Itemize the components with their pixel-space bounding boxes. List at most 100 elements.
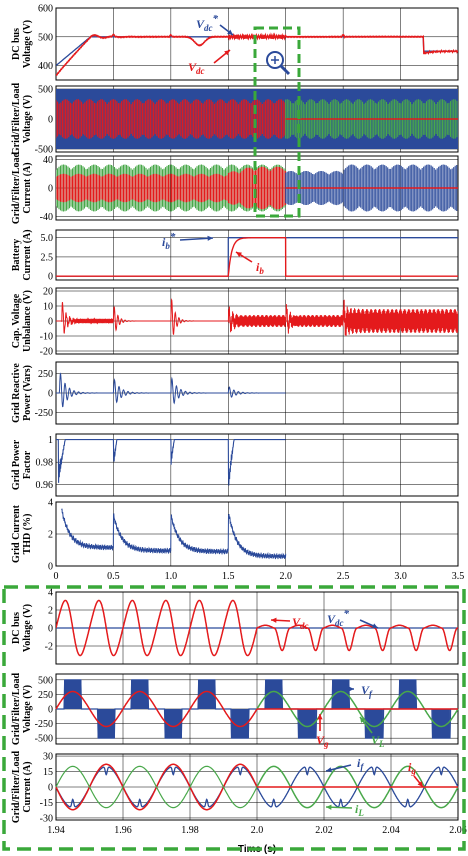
series-vf-pos-block: [332, 679, 350, 709]
cap-unbalance-ytick-label: -20: [40, 347, 53, 358]
reactive-power-ylabel: Grid ReactivePower (Vars): [11, 363, 33, 423]
series-vf-pos-block: [198, 679, 216, 709]
zoom-voltage-ytick-label: 500: [38, 675, 53, 686]
arrow-ib-ref-head: [207, 235, 213, 241]
zoom-dc-bus-ytick-label: 2: [48, 606, 53, 617]
series-vf-neg-block: [164, 709, 182, 739]
arrow-zoom-vl-head: [360, 717, 366, 723]
series-q: [56, 372, 286, 408]
series-ig: [56, 166, 287, 210]
arrow-vdc-head: [224, 50, 230, 56]
zoom-current-ytick-label: -30: [40, 813, 53, 824]
grid-current-ytick-label: -40: [40, 212, 53, 223]
reactive-power-ytick-label: 0: [48, 389, 53, 400]
label-zoom-ig: ig: [408, 760, 416, 776]
zoom-section-border: [2, 585, 466, 851]
series-zoom-il-before: [55, 765, 258, 809]
power-factor-ytick-label: 0.98: [36, 458, 54, 469]
battery-current-ylabel: BatteryCurrent (A): [11, 229, 33, 280]
magnifier-handle-icon: [279, 64, 291, 76]
zoom-dc-bus-ylabel: DC busVoltage (V): [11, 604, 33, 652]
grid-current-ytick-label: 40: [43, 155, 53, 166]
series-ib: [56, 237, 458, 277]
cap-unbalance-ylabel: Cap. VoltageUnbalance (V): [11, 290, 33, 352]
series-vf-neg-block: [231, 709, 249, 739]
power-factor-ytick-label: 1: [48, 435, 53, 446]
current-thd-ytick-label: 4: [48, 498, 53, 509]
grid-voltage-ylabel: Grid/Filter/LoadVoltage (V): [11, 82, 33, 155]
label-zoom-vdc: Vdc: [292, 615, 309, 631]
cap-unbalance-ytick-label: 10: [43, 302, 53, 313]
arrow-vdc-ref-head: [227, 29, 233, 35]
zoom-x-tick-label: 1.94: [47, 825, 65, 836]
series-unbalance: [56, 297, 458, 337]
zoom-current-ytick-label: 30: [43, 752, 53, 763]
zoom-current-ytick-label: 0: [48, 783, 53, 794]
zoom-current-ylabel: Grid/Filter/LoadCurrent (A): [11, 750, 33, 823]
label-vdc-ref: Vdc*: [196, 13, 219, 33]
series-vf-neg-block: [298, 709, 316, 739]
zoom-dc-bus-ytick-label: -2: [45, 642, 53, 653]
zoom-voltage-ylabel: Grid/Filter/LoadVoltage (V): [11, 672, 33, 745]
arrow-zoom-vg-head: [317, 714, 323, 720]
series-vf-pos-block: [265, 679, 283, 709]
zoom-voltage-ytick-label: -500: [35, 734, 53, 745]
battery-current-ytick-label: 2.5: [41, 252, 54, 263]
arrow-ib-head: [236, 252, 242, 258]
battery-current-ytick-label: 0: [48, 272, 53, 283]
zoom-dc-bus-ytick-label: 4: [48, 588, 53, 599]
x-tick-label: 2.0: [279, 571, 292, 582]
arrow-zoom-vdc-ref-head: [372, 623, 378, 629]
label-zoom-vg: Vg: [316, 733, 329, 749]
series-vdc: [56, 32, 458, 77]
x-tick-label: 0.5: [107, 571, 120, 582]
power-factor-ytick-label: 0.96: [36, 480, 54, 491]
cap-unbalance-ytick-label: 0: [48, 317, 53, 328]
x-tick-label: 1.5: [222, 571, 235, 582]
x-tick-label: 3.0: [394, 571, 407, 582]
zoom-voltage-ytick-label: 250: [38, 690, 53, 701]
dc-bus-ytick-label: 400: [38, 61, 53, 72]
current-thd-ytick-label: 0: [48, 562, 53, 573]
reactive-power-ytick-label: 250: [38, 369, 53, 380]
label-zoom-il: iL: [355, 802, 364, 818]
series-vf-pos-block: [399, 679, 417, 709]
label-zoom-vf: Vf: [361, 683, 373, 699]
battery-current-ytick-label: 5.0: [41, 233, 54, 244]
label-zoom-vdc-ref: Vdc*: [327, 608, 350, 628]
arrow-zoom-vdc-head: [271, 617, 277, 623]
series-vf-pos-block: [131, 679, 149, 709]
zoom-x-tick-label: 1.98: [181, 825, 199, 836]
grid-current-ytick-label: 0: [48, 184, 53, 195]
current-thd-ytick-label: 2: [48, 530, 53, 541]
cap-unbalance-ytick-label: -10: [40, 332, 53, 343]
arrow-zoom-if-head: [326, 767, 332, 773]
x-tick-label: 2.5: [337, 571, 350, 582]
zoom-current-ytick-label: 15: [43, 767, 53, 778]
dc-bus-ytick-label: 600: [38, 4, 53, 15]
cap-unbalance-ytick-label: 20: [43, 287, 53, 298]
zoom-current-ytick-label: -15: [40, 798, 53, 809]
grid-voltage-ytick-label: 500: [38, 85, 53, 96]
reactive-power-ytick-label: -250: [35, 408, 53, 419]
grid-current-ylabel: Grid/Filter/LoadCurrent (A): [11, 151, 33, 224]
grid-voltage-ytick-label: 0: [48, 115, 53, 126]
x-tick-label: 1.0: [165, 571, 178, 582]
series-vf-pos-block: [64, 679, 82, 709]
current-thd-ylabel: Grid CurrentTHD (%): [11, 504, 33, 563]
dc-bus-ytick-label: 500: [38, 32, 53, 43]
power-factor-ylabel: Grid PowerFactor: [11, 439, 33, 490]
label-ib-ref: ib*: [162, 231, 176, 251]
label-vdc: Vdc: [188, 60, 205, 76]
arrow-ib-ref: [179, 237, 214, 241]
series-vf-neg-block: [97, 709, 115, 739]
arrow-zoom-il-head: [326, 804, 332, 810]
x-tick-label: 0: [54, 571, 59, 582]
dc-bus-ylabel: DC busVoltage (V): [11, 20, 33, 68]
zoom-x-tick-label: 2.06: [449, 825, 467, 836]
arrow-zoom-vf-head: [348, 686, 354, 692]
dc-bus-frame: [55, 7, 459, 81]
series-vf-neg-block: [432, 709, 450, 739]
grid-voltage-ytick-label: -500: [35, 145, 53, 156]
